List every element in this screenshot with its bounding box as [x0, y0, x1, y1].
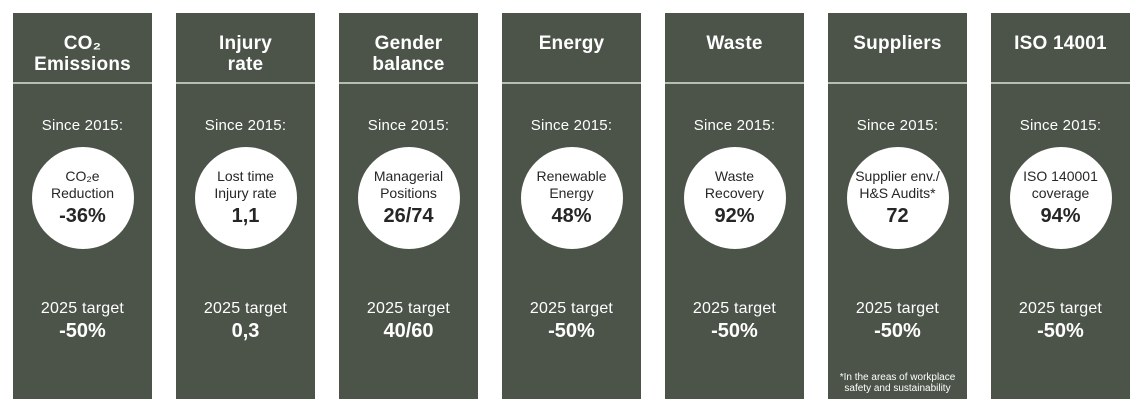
suppliers-footnote: *In the areas of workplace safety and su… — [839, 372, 956, 394]
target-block: 2025 target -50% — [502, 300, 641, 343]
target-block: 2025 target 0,3 — [176, 300, 315, 343]
metric-value: 26/74 — [383, 205, 434, 227]
metric-value: -36% — [59, 205, 106, 227]
metric-circle: Supplier env./ H&S Audits* 72 — [846, 147, 949, 249]
card-title: CO₂ Emissions — [34, 33, 131, 75]
kpi-card-waste: Waste Since 2015: Waste Recovery 92% 202… — [665, 13, 804, 399]
metric-circle: Managerial Positions 26/74 — [357, 147, 460, 249]
metric-circle: ISO 140001 coverage 94% — [1009, 147, 1112, 249]
metric-circle: Lost time Injury rate 1,1 — [194, 147, 297, 249]
target-block: 2025 target -50% — [665, 300, 804, 343]
kpi-card-iso-14001: ISO 14001 Since 2015: ISO 140001 coverag… — [991, 13, 1130, 399]
target-value: -50% — [711, 320, 758, 342]
since-label: Since 2015: — [1019, 117, 1102, 134]
target-label: 2025 target — [855, 300, 940, 317]
metric-value: 48% — [551, 205, 592, 227]
metric-label: Supplier env./ H&S Audits* — [855, 168, 940, 201]
card-title: Suppliers — [853, 33, 942, 54]
metric-value: 1,1 — [231, 205, 260, 227]
target-label: 2025 target — [1018, 300, 1103, 317]
card-header: ISO 14001 — [991, 13, 1130, 84]
card-header: Suppliers — [828, 13, 967, 84]
card-title: Injury rate — [219, 33, 272, 75]
target-value: -50% — [548, 320, 595, 342]
target-block: 2025 target -50% — [991, 300, 1130, 343]
metric-value: 94% — [1040, 205, 1081, 227]
metric-value: 72 — [886, 205, 909, 227]
target-value: -50% — [1037, 320, 1084, 342]
card-title: Gender balance — [372, 33, 445, 75]
metric-circle: CO₂e Reduction -36% — [31, 147, 134, 249]
target-block: 2025 target -50% — [828, 300, 967, 343]
metric-label: Renewable Energy — [536, 168, 607, 201]
metric-label: Waste Recovery — [704, 168, 765, 201]
kpi-card-co2-emissions: CO₂ Emissions Since 2015: CO₂e Reduction… — [13, 13, 152, 399]
since-label: Since 2015: — [367, 117, 450, 134]
card-header: Injury rate — [176, 13, 315, 84]
target-value: 0,3 — [231, 320, 260, 342]
metric-label: CO₂e Reduction — [50, 168, 115, 201]
metric-circle: Waste Recovery 92% — [683, 147, 786, 249]
since-label: Since 2015: — [204, 117, 287, 134]
card-header: CO₂ Emissions — [13, 13, 152, 84]
kpi-board: CO₂ Emissions Since 2015: CO₂e Reduction… — [13, 13, 1130, 399]
target-value: 40/60 — [383, 320, 434, 342]
target-label: 2025 target — [692, 300, 777, 317]
target-block: 2025 target -50% — [13, 300, 152, 343]
target-value: -50% — [59, 320, 106, 342]
card-header: Waste — [665, 13, 804, 84]
target-label: 2025 target — [40, 300, 125, 317]
card-header: Energy — [502, 13, 641, 84]
target-label: 2025 target — [203, 300, 288, 317]
since-label: Since 2015: — [693, 117, 776, 134]
target-label: 2025 target — [529, 300, 614, 317]
since-label: Since 2015: — [530, 117, 613, 134]
card-header: Gender balance — [339, 13, 478, 84]
kpi-card-energy: Energy Since 2015: Renewable Energy 48% … — [502, 13, 641, 399]
card-title: Waste — [706, 33, 763, 54]
since-label: Since 2015: — [41, 117, 124, 134]
metric-circle: Renewable Energy 48% — [520, 147, 623, 249]
card-title: ISO 14001 — [1014, 33, 1107, 54]
metric-value: 92% — [714, 205, 755, 227]
metric-label: Lost time Injury rate — [214, 168, 277, 201]
target-block: 2025 target 40/60 — [339, 300, 478, 343]
card-title: Energy — [538, 33, 605, 54]
since-label: Since 2015: — [856, 117, 939, 134]
target-value: -50% — [874, 320, 921, 342]
metric-label: ISO 140001 coverage — [1023, 168, 1098, 201]
kpi-card-gender-balance: Gender balance Since 2015: Managerial Po… — [339, 13, 478, 399]
metric-label: Managerial Positions — [373, 168, 444, 201]
kpi-card-injury-rate: Injury rate Since 2015: Lost time Injury… — [176, 13, 315, 399]
kpi-card-suppliers: Suppliers Since 2015: Supplier env./ H&S… — [828, 13, 967, 399]
target-label: 2025 target — [366, 300, 451, 317]
